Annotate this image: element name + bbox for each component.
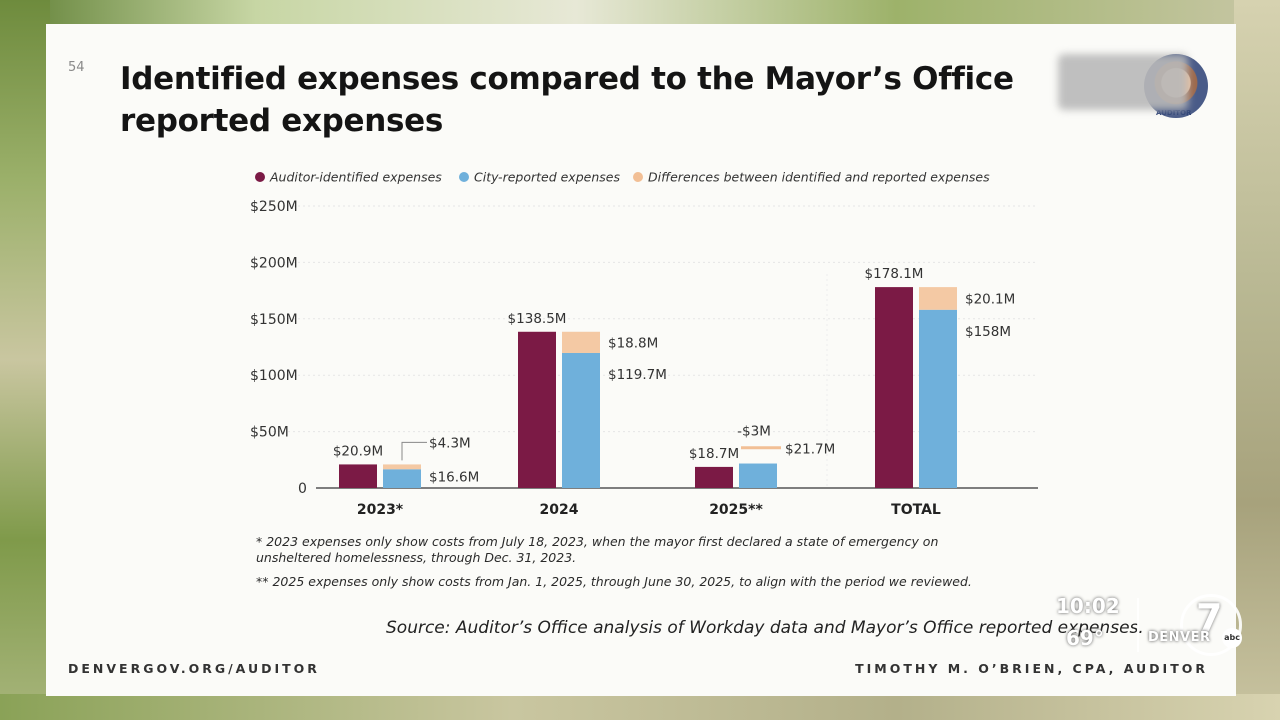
background-right (1234, 0, 1280, 720)
footnote-2023: * 2023 expenses only show costs from Jul… (256, 534, 939, 565)
expenses-bar-chart: Auditor-identified expenses City-reported… (250, 170, 1038, 518)
data-label-auditor-2: $18.7M (689, 446, 739, 462)
data-label-city-2: $21.7M (785, 442, 835, 458)
station-name: DENVER (1148, 630, 1211, 645)
station-channel-number: 7 (1196, 596, 1223, 640)
tv-temperature: 69° (1066, 626, 1104, 650)
legend-label-2: Differences between identified and repor… (648, 170, 990, 185)
footer-website: DENVERGOV.ORG/AUDITOR (68, 661, 320, 676)
bar-city-2 (739, 463, 777, 488)
y-tick-label-5: $250M (250, 199, 298, 215)
data-label-city-3: $158M (965, 324, 1011, 340)
bar-auditor-3 (875, 287, 913, 488)
slide-title: Identified expenses compared to the Mayo… (120, 61, 1014, 139)
data-label-city-1: $119.7M (608, 367, 667, 383)
tv-divider (1137, 598, 1139, 652)
legend-label-1: City-reported expenses (474, 170, 620, 185)
background-bottom (0, 694, 1280, 720)
data-label-difference-1: $18.8M (608, 335, 658, 351)
legend-label-0: Auditor-identified expenses (269, 170, 442, 185)
presentation-slide: 54 Identified expenses compared to the M… (46, 24, 1236, 696)
data-label-auditor-0: $20.9M (333, 443, 383, 459)
bar-city-1 (562, 352, 600, 488)
x-category-label-1: 2024 (540, 502, 579, 518)
x-category-label-0: 2023* (357, 502, 404, 518)
footer-auditor-name: TIMOTHY M. O’BRIEN, CPA, AUDITOR (855, 661, 1208, 676)
data-label-difference-0: $4.3M (429, 435, 471, 451)
x-category-label-3: TOTAL (891, 502, 941, 518)
page-number: 54 (68, 60, 85, 75)
x-category-label-2: 2025** (709, 502, 763, 518)
bar-city-0 (383, 469, 421, 488)
legend-swatch-1 (459, 172, 469, 182)
bar-auditor-2 (695, 466, 733, 488)
legend-swatch-2 (633, 172, 643, 182)
difference-connector-0 (401, 441, 427, 461)
source-note: Source: Auditor’s Office analysis of Wor… (386, 618, 1144, 638)
bar-auditor-1 (518, 331, 556, 488)
bar-difference-1 (562, 331, 600, 353)
y-tick-label-0: 0 (298, 481, 307, 497)
data-label-difference-3: $20.1M (965, 291, 1015, 307)
network-logo: abc (1222, 628, 1242, 648)
bar-difference-0 (383, 464, 421, 470)
seal-text: AUDITOR (1156, 109, 1192, 117)
data-label-city-0: $16.6M (429, 469, 479, 485)
y-tick-label-2: $100M (250, 368, 298, 384)
bar-auditor-0 (339, 464, 377, 488)
tv-time: 10:02 (1056, 594, 1120, 618)
blurred-region (1058, 54, 1188, 110)
y-tick-label-3: $150M (250, 312, 298, 328)
background-left (0, 0, 50, 720)
data-label-auditor-1: $138.5M (508, 311, 567, 327)
y-tick-label-1: $50M (250, 425, 289, 441)
footnote-2025: ** 2025 expenses only show costs from Ja… (256, 574, 972, 589)
background-top (0, 0, 1280, 26)
bar-city-3 (919, 309, 957, 488)
legend-swatch-0 (255, 172, 265, 182)
y-tick-label-4: $200M (250, 255, 298, 271)
data-label-auditor-3: $178.1M (865, 266, 924, 282)
bar-difference-3 (919, 287, 957, 310)
station-logo-ring (1180, 594, 1242, 656)
data-label-difference-2: -$3M (737, 424, 771, 440)
